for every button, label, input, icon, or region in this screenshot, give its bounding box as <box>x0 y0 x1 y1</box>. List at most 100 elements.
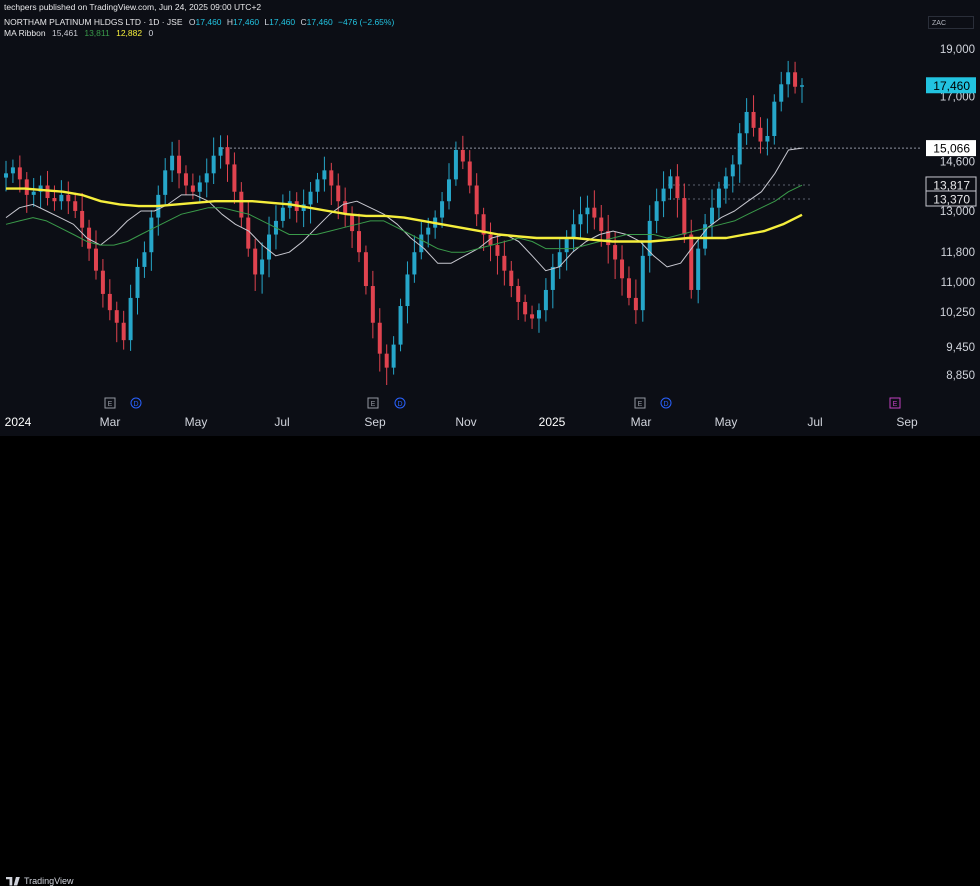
candle-77[interactable] <box>536 310 541 319</box>
candle-34[interactable] <box>239 191 244 218</box>
candle-38[interactable] <box>267 234 272 260</box>
dividend-icon-1[interactable] <box>130 397 142 409</box>
candle-47[interactable] <box>329 170 334 186</box>
candle-33[interactable] <box>232 164 237 192</box>
candle-46[interactable] <box>322 170 327 180</box>
candle-85[interactable] <box>592 207 597 218</box>
candle-97[interactable] <box>675 176 680 199</box>
candle-45[interactable] <box>315 179 320 192</box>
candle-114[interactable] <box>793 72 798 87</box>
candle-25[interactable] <box>177 155 182 174</box>
candle-19[interactable] <box>135 266 140 298</box>
candle-35[interactable] <box>246 217 251 249</box>
candle-20[interactable] <box>142 252 147 267</box>
candle-14[interactable] <box>100 270 105 294</box>
candle-65[interactable] <box>453 149 458 180</box>
candle-16[interactable] <box>114 310 119 323</box>
candle-66[interactable] <box>460 149 465 162</box>
price-chart[interactable]: 19,000 17,000 14,600 13,000 11,800 11,000 10,2… <box>0 0 980 454</box>
candle-112[interactable] <box>779 84 784 102</box>
candle-111[interactable] <box>772 101 777 137</box>
candle-57[interactable] <box>398 306 403 345</box>
candle-53[interactable] <box>370 286 375 323</box>
candle-89[interactable] <box>620 259 625 279</box>
symbol-line[interactable]: NORTHAM PLATINUM HLDGS LTD · 1D · JSE <box>4 17 183 27</box>
candle-81[interactable] <box>564 238 569 253</box>
candle-105[interactable] <box>730 164 735 177</box>
candle-90[interactable] <box>626 278 631 298</box>
candle-92[interactable] <box>640 255 645 311</box>
candle-95[interactable] <box>661 188 666 202</box>
candle-68[interactable] <box>474 185 479 215</box>
candle-82[interactable] <box>571 224 576 239</box>
ma-ribbon-line-2[interactable] <box>5 184 803 253</box>
candle-1[interactable] <box>10 167 15 174</box>
candle-70[interactable] <box>488 234 493 246</box>
candle-93[interactable] <box>647 220 652 256</box>
candle-37[interactable] <box>260 259 265 275</box>
currency-badge[interactable]: ZAC <box>928 16 974 29</box>
candle-94[interactable] <box>654 201 659 221</box>
candle-31[interactable] <box>218 147 223 156</box>
candle-30[interactable] <box>211 155 216 174</box>
candle-84[interactable] <box>585 207 590 215</box>
candle-7[interactable] <box>52 198 57 202</box>
candle-107[interactable] <box>744 111 749 134</box>
candle-29[interactable] <box>204 173 209 183</box>
candle-73[interactable] <box>509 270 514 287</box>
candle-102[interactable] <box>710 207 715 225</box>
earnings-icon-6[interactable] <box>889 397 901 409</box>
earnings-icon-0[interactable] <box>104 397 116 409</box>
candle-71[interactable] <box>495 245 500 256</box>
candle-15[interactable] <box>107 293 112 311</box>
candle-74[interactable] <box>516 286 521 302</box>
candle-63[interactable] <box>440 201 445 218</box>
candle-60[interactable] <box>419 234 424 253</box>
candle-100[interactable] <box>696 248 701 290</box>
candle-13[interactable] <box>93 248 98 271</box>
candle-50[interactable] <box>350 214 355 232</box>
candle-67[interactable] <box>467 161 472 186</box>
candle-87[interactable] <box>606 231 611 246</box>
candle-28[interactable] <box>197 182 202 192</box>
candle-72[interactable] <box>502 255 507 271</box>
candle-64[interactable] <box>446 179 451 202</box>
candle-91[interactable] <box>633 297 638 311</box>
candle-78[interactable] <box>543 289 548 311</box>
candle-103[interactable] <box>716 188 721 208</box>
candle-4[interactable] <box>31 191 36 195</box>
candle-56[interactable] <box>391 344 396 368</box>
candle-51[interactable] <box>357 231 362 253</box>
earnings-icon-4[interactable] <box>634 397 646 409</box>
ma-label[interactable]: MA Ribbon <box>4 28 46 38</box>
candle-48[interactable] <box>336 185 341 202</box>
ma-ribbon-line-3[interactable] <box>6 187 803 243</box>
dividend-icon-5[interactable] <box>660 397 672 409</box>
candle-108[interactable] <box>751 111 756 128</box>
candle-99[interactable] <box>689 234 694 290</box>
candle-104[interactable] <box>723 176 728 189</box>
candle-44[interactable] <box>308 191 313 205</box>
candle-24[interactable] <box>170 155 175 171</box>
candle-49[interactable] <box>343 201 348 215</box>
candle-2[interactable] <box>17 167 22 180</box>
candle-27[interactable] <box>190 185 195 192</box>
candle-54[interactable] <box>377 322 382 354</box>
candle-88[interactable] <box>613 245 618 260</box>
candle-17[interactable] <box>121 322 126 341</box>
candle-40[interactable] <box>280 207 285 221</box>
candle-9[interactable] <box>66 194 71 202</box>
candle-18[interactable] <box>128 297 133 341</box>
candle-75[interactable] <box>523 301 528 315</box>
tradingview-logo[interactable]: TradingView <box>6 876 74 886</box>
candle-26[interactable] <box>183 173 188 186</box>
candle-109[interactable] <box>758 127 763 142</box>
candle-11[interactable] <box>80 210 85 228</box>
candle-110[interactable] <box>765 136 770 142</box>
candle-106[interactable] <box>737 133 742 165</box>
candle-6[interactable] <box>45 185 50 199</box>
candle-98[interactable] <box>682 198 687 235</box>
candle-58[interactable] <box>405 274 410 307</box>
candle-5[interactable] <box>38 185 43 192</box>
candle-52[interactable] <box>363 252 368 287</box>
